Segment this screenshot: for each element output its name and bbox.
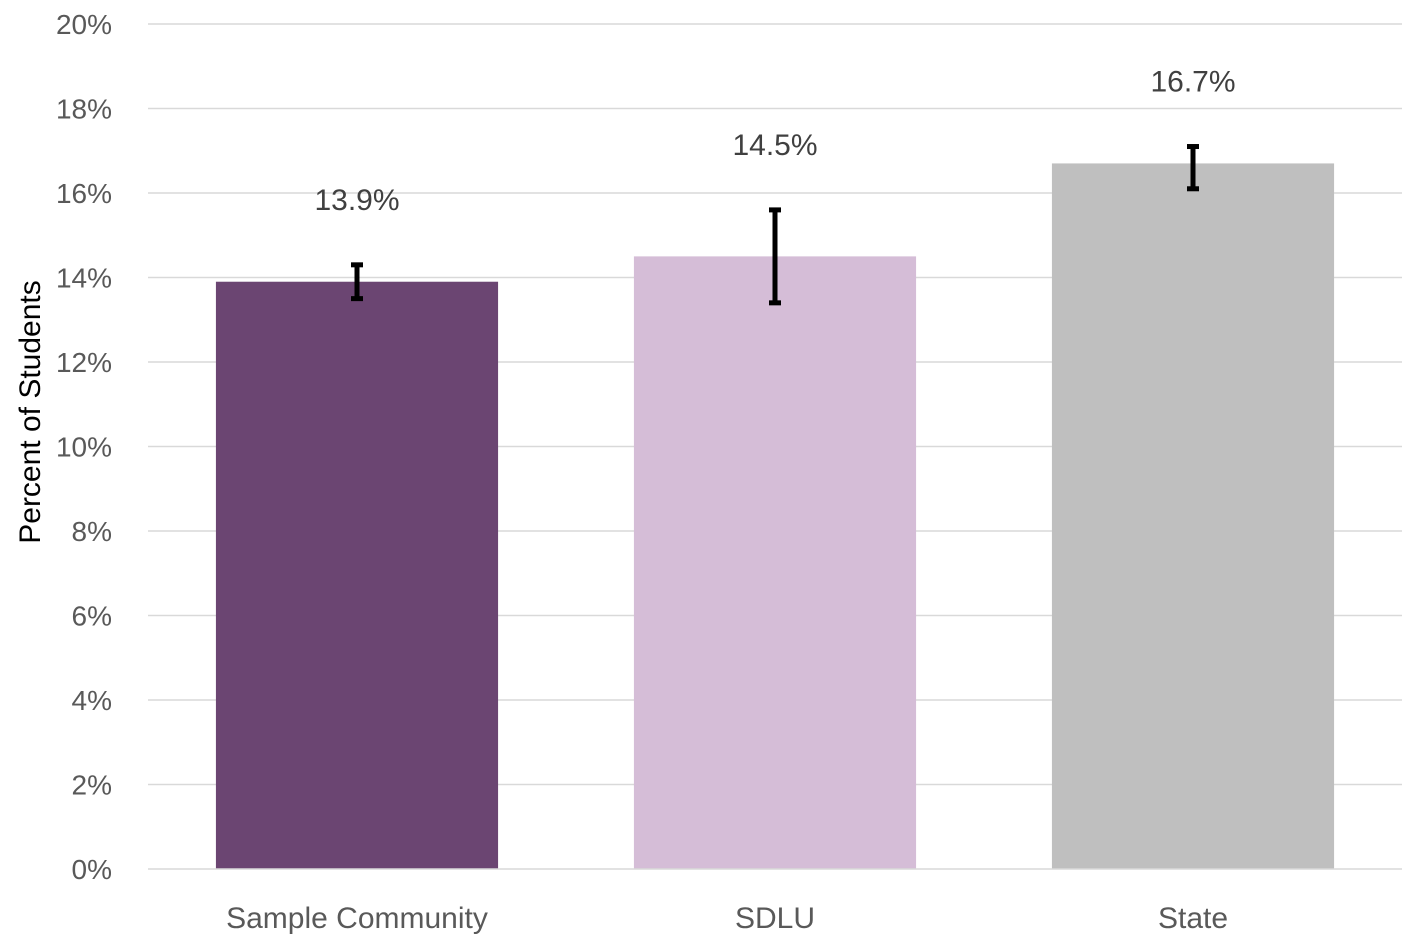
error-bar <box>769 207 781 306</box>
y-tick-label: 2% <box>72 770 112 801</box>
bars <box>215 163 1335 870</box>
error-bar <box>351 262 363 302</box>
y-tick-label: 10% <box>56 432 112 463</box>
y-tick-label: 14% <box>56 263 112 294</box>
y-tick-label: 18% <box>56 94 112 125</box>
category-label: State <box>1158 902 1228 935</box>
y-tick-label: 8% <box>72 516 112 547</box>
y-tick-label: 20% <box>56 9 112 40</box>
category-label: SDLU <box>735 902 815 935</box>
bar <box>633 256 917 869</box>
data-label: 16.7% <box>1150 66 1235 99</box>
y-tick-label: 4% <box>72 685 112 716</box>
data-label: 13.9% <box>314 184 399 217</box>
error-bars <box>351 144 1199 306</box>
data-label: 14.5% <box>732 129 817 162</box>
y-axis-title: Percent of Students <box>14 280 47 544</box>
y-tick-label: 16% <box>56 178 112 209</box>
y-axis-ticks: 0% 2% 4% 6% 8% 10% 12% 14% 16% 18% 20% <box>56 9 112 885</box>
bar <box>1051 163 1335 870</box>
category-label: Sample Community <box>226 902 488 935</box>
data-labels: 13.9% 14.5% 16.7% <box>314 66 1235 217</box>
category-labels: Sample Community SDLU State <box>226 902 1228 935</box>
error-bar <box>1187 144 1199 192</box>
y-tick-label: 0% <box>72 854 112 885</box>
bar <box>215 281 499 870</box>
y-tick-label: 6% <box>72 601 112 632</box>
y-tick-label: 12% <box>56 347 112 378</box>
